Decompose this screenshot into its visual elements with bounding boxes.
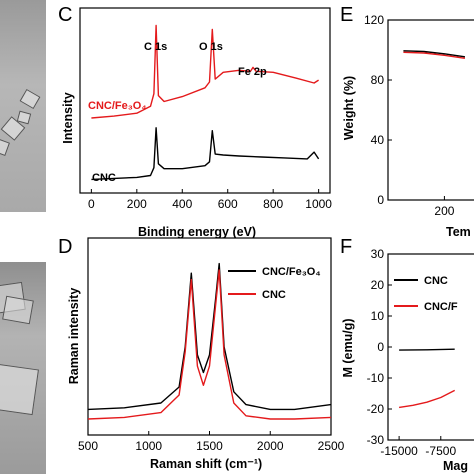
y-tick-label: 80 [371,73,385,87]
y-tick-label: -20 [367,402,385,416]
x-tick-label: 1000 [305,197,332,211]
series-line-d-1 [88,269,331,420]
annotation-c1s: C 1s [144,41,167,53]
label-cnc-fe3o4-c: CNC/Fe₃O₄ [88,100,147,112]
panel-d: D 500 1000 1500 2000 2500 CNC/Fe₃O₄ CNC Rama… [58,236,345,471]
series-line-d-0 [88,262,331,411]
panel-e-ylabel: Weight (%) [342,76,356,140]
y-tick-label: 10 [371,309,385,323]
x-tick-label: 0 [88,197,95,211]
y-tick-label: 30 [371,247,385,261]
annotation-fe2p: Fe 2p [238,66,267,78]
y-tick-label: 120 [364,13,384,27]
label-cnc-c: CNC [92,172,116,184]
legend-label-cnc-fe3o4: CNC/Fe₃O₄ [262,266,321,278]
panel-c-xlabel: Binding energy (eV) [138,225,256,239]
micrograph-top [0,0,46,212]
panel-e: E 200 0 40 80 120 Tem Weight (%) [340,4,474,239]
panel-f-xlabel: Mag [443,459,468,473]
x-tick-label: 1000 [135,439,162,453]
micrograph-bottom [0,262,46,474]
panel-d-ylabel: Raman intensity [67,288,81,385]
series-line-c-1 [91,127,320,181]
panel-d-label: D [58,236,72,258]
y-tick-label: 0 [377,340,384,354]
legend-label-cnc-f: CNC [424,275,448,287]
series-line-c-0 [91,24,319,119]
x-tick-label: 500 [78,439,98,453]
y-tick-label: 40 [371,133,385,147]
legend-label-cncf: CNC/F [424,301,458,313]
annotation-o1s: O 1s [199,41,223,53]
x-tick-label: 200 [127,197,147,211]
x-tick-label: 2000 [257,439,284,453]
panel-f-label: F [340,236,352,258]
x-tick-label: 1500 [196,439,223,453]
panel-c-label: C [58,4,72,26]
series-line-f-1 [398,389,456,409]
series-line-f-0 [399,348,455,351]
y-tick-label: 20 [371,278,385,292]
x-tick-label: 400 [172,197,192,211]
panel-e-xlabel: Tem [446,225,471,239]
panel-c-frame [79,7,331,194]
panel-c: C 0 200 400 600 800 1000 C 1s O 1s Fe 2p CNC/… [58,4,332,239]
legend-label-cnc: CNC [262,289,286,301]
panel-e-frame [387,19,474,201]
x-tick-label: -15000 [380,444,418,458]
panel-e-label: E [340,4,353,26]
panel-d-xlabel: Raman shift (cm⁻¹) [150,457,262,471]
x-tick-label: 200 [434,204,454,218]
y-tick-label: -10 [367,371,385,385]
x-tick-label: 2500 [318,439,345,453]
x-tick-label: -7500 [425,444,456,458]
x-tick-label: 800 [263,197,283,211]
panel-c-ylabel: Intensity [61,92,75,143]
series-line-e-1 [403,51,466,59]
y-tick-label: 0 [377,193,384,207]
series-line-e-0 [403,50,466,58]
panel-f-ylabel: M (emu/g) [341,318,355,377]
y-tick-label: -30 [367,433,385,447]
x-tick-label: 600 [218,197,238,211]
